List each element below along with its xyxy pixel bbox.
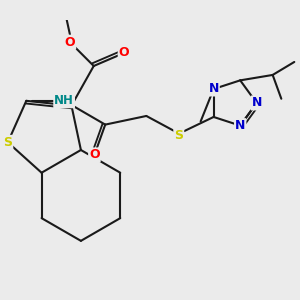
Text: O: O [119,46,129,59]
Text: S: S [174,129,183,142]
Text: O: O [64,36,75,49]
Text: N: N [235,119,245,132]
Text: O: O [89,148,100,161]
Text: NH: NH [54,94,74,107]
Text: S: S [3,136,12,149]
Text: N: N [251,97,262,110]
Text: N: N [208,82,219,95]
